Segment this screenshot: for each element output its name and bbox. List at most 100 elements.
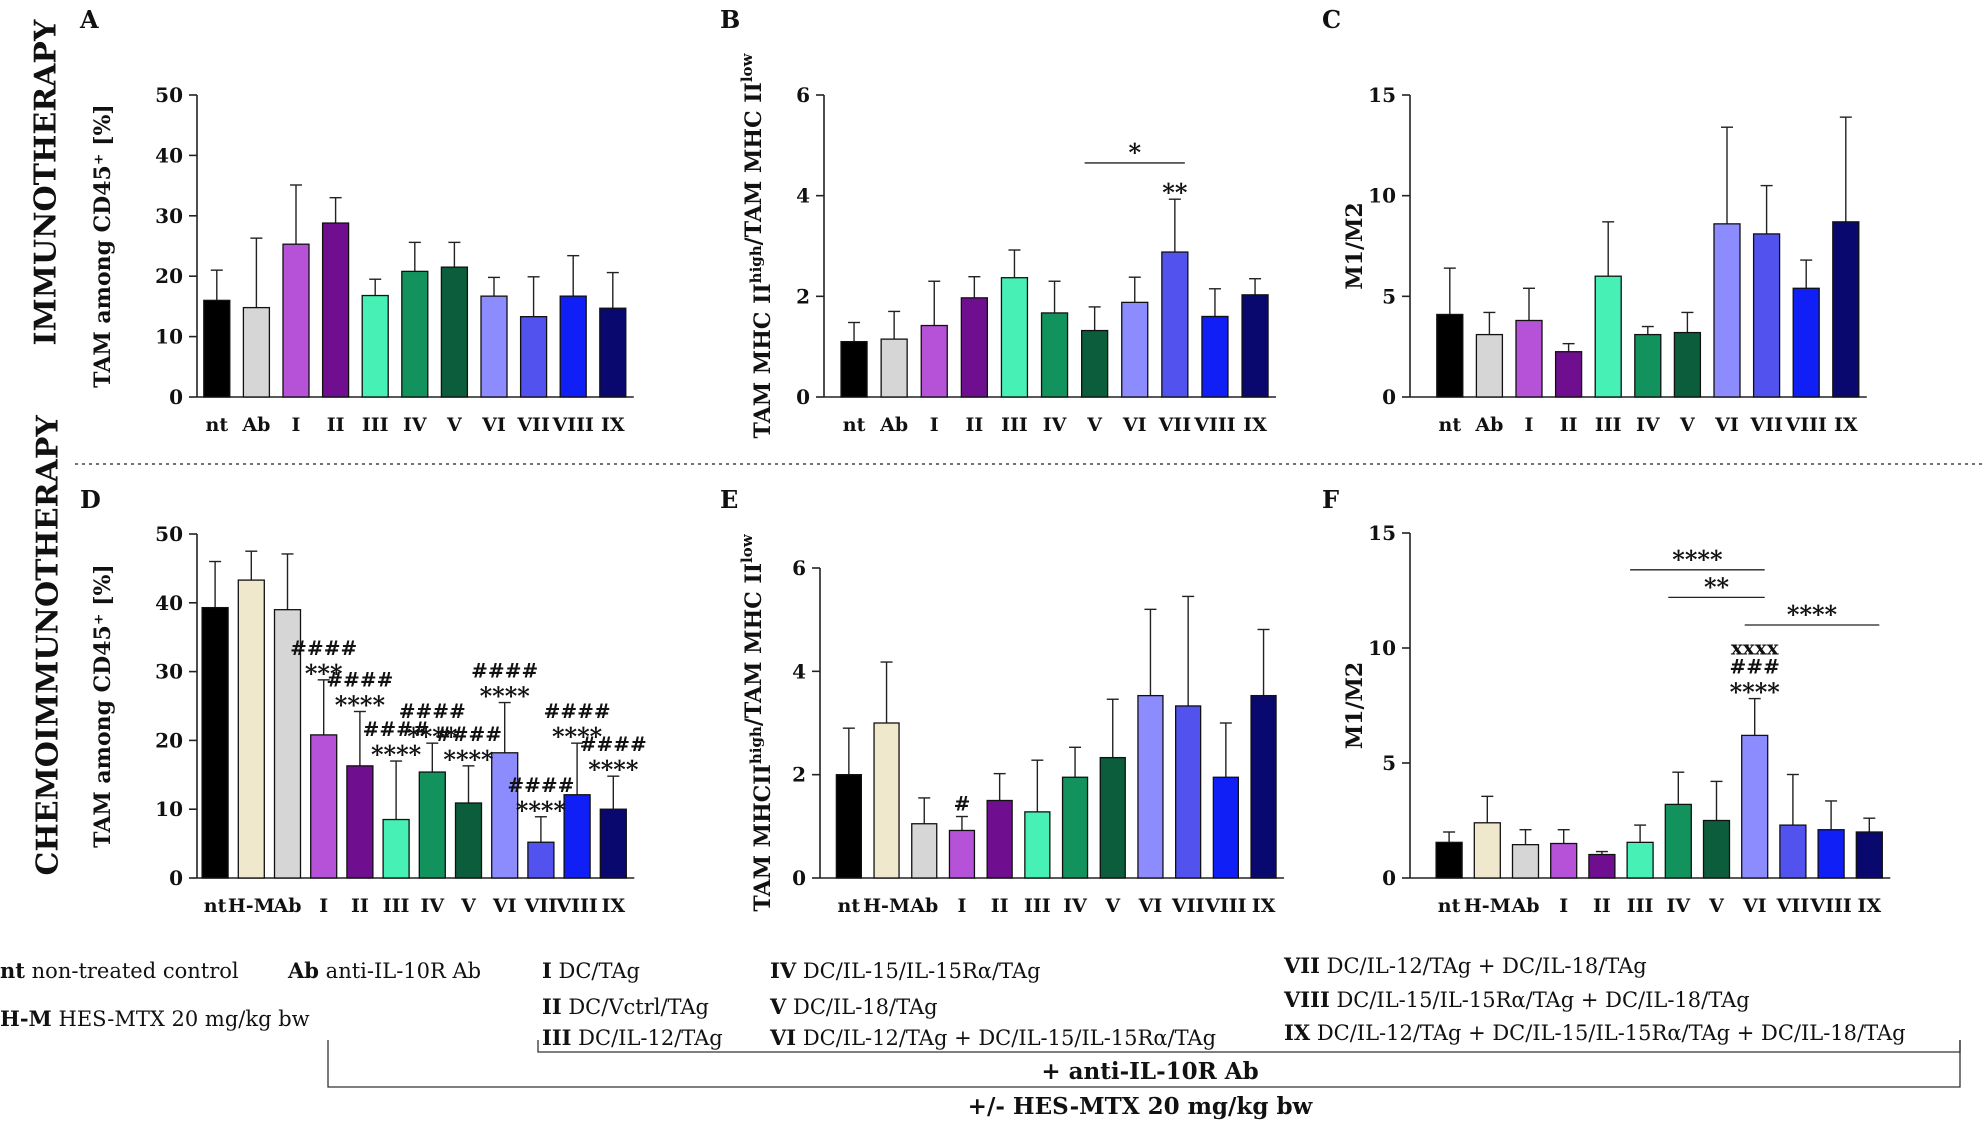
bar-vi — [491, 752, 519, 879]
bar-nt — [203, 299, 231, 398]
significance-annotation: xxxx — [1731, 636, 1780, 660]
x-tick-label-ab: Ab — [909, 895, 938, 917]
legend-group-vii: VII DC/IL-12/TAg + DC/IL-18/TAg — [1284, 955, 1647, 977]
bar-v — [1081, 329, 1109, 398]
bar-ii — [346, 765, 374, 879]
y-axis-label: TAM MHC IIhigh/TAM MHC IIlow — [738, 52, 776, 438]
x-tick-label-iii: III — [383, 895, 410, 917]
bar-iii — [1594, 275, 1622, 398]
legend-group-v: V DC/IL-18/TAg — [770, 996, 938, 1018]
significance-annotation: #### — [580, 732, 647, 756]
bar-ii — [986, 799, 1013, 879]
bar-vi — [1741, 734, 1769, 879]
significance-annotation: #### — [399, 699, 466, 723]
x-tick-label-ii: II — [1593, 895, 1611, 917]
legend-abbr: VI — [770, 1025, 797, 1050]
y-tick-label: 10 — [155, 797, 183, 821]
bar-v — [1702, 819, 1731, 879]
significance-annotation: **** — [480, 682, 531, 711]
bar-nt — [1435, 841, 1463, 879]
legend-text: DC/IL-12/TAg + DC/IL-15/IL-15Rα/TAg — [802, 1026, 1217, 1050]
x-tick-label-iii: III — [1627, 895, 1654, 917]
significance-annotation: # — [954, 792, 971, 816]
bar-v — [1673, 331, 1702, 398]
bar-ix — [1855, 831, 1883, 879]
x-tick-label-iv: IV — [1043, 414, 1068, 436]
x-tick-label-vi: VI — [1742, 895, 1767, 917]
y-tick-label: 6 — [796, 83, 810, 107]
legend-abbr: IX — [1284, 1020, 1311, 1045]
bar-viii — [1201, 315, 1229, 398]
bar-viii — [559, 295, 587, 398]
significance-annotation: *** — [305, 659, 343, 688]
legend-group-ix: IX DC/IL-12/TAg + DC/IL-15/IL-15Rα/TAg +… — [1284, 1022, 1906, 1044]
bar-ab — [911, 823, 938, 879]
legend-text: DC/IL-15/IL-15Rα/TAg + DC/IL-18/TAg — [1336, 988, 1750, 1012]
x-tick-label-nt: nt — [204, 895, 227, 917]
x-tick-label-nt: nt — [206, 414, 229, 436]
x-tick-label-h-m: H-M — [228, 895, 275, 917]
bar-h-m — [1473, 822, 1501, 879]
bar-v — [1099, 756, 1126, 879]
panel-letter-e: E — [720, 485, 738, 514]
x-tick-label-nt: nt — [838, 895, 861, 917]
bar-viii — [1817, 829, 1845, 879]
y-label-superscript: low — [738, 52, 756, 82]
significance-annotation: **** — [371, 740, 422, 769]
x-tick-label-viii: VIII — [555, 895, 598, 917]
significance-annotation: **** — [516, 796, 567, 825]
y-tick-label: 10 — [155, 325, 183, 349]
y-axis-label: M1/M2 — [1342, 662, 1368, 749]
y-tick-label: 50 — [155, 522, 183, 546]
significance-annotation: ** — [1162, 178, 1188, 207]
x-tick-label-iv: IV — [420, 895, 445, 917]
significance-bracket-label: **** — [1672, 545, 1723, 574]
y-axis-label: M1/M2 — [1342, 202, 1368, 289]
bar-ix — [1832, 221, 1860, 398]
bar-vi — [1137, 694, 1164, 879]
bar-ii — [960, 297, 988, 398]
x-tick-label-ix: IX — [601, 895, 625, 917]
y-tick-label: 50 — [155, 83, 183, 107]
x-tick-label-v: V — [1708, 895, 1725, 917]
x-tick-label-i: I — [1559, 895, 1568, 917]
y-label-superscript: low — [738, 533, 756, 563]
bar-ii — [1588, 853, 1616, 879]
legend-group-iii: III DC/IL-12/TAg — [542, 1027, 723, 1049]
y-tick-label: 30 — [155, 660, 183, 684]
y-tick-label: 2 — [792, 763, 806, 787]
x-tick-label-i: I — [292, 414, 301, 436]
bar-vii — [527, 841, 555, 879]
x-tick-label-vi: VI — [1714, 414, 1739, 436]
y-label-part: TAM MHCII — [750, 764, 776, 911]
bar-iv — [418, 771, 446, 879]
bar-vi — [1121, 301, 1149, 398]
section-label-chemoimmunotherapy: CHEMOIMMUNOTHERAPY — [30, 415, 66, 876]
bar-h-m — [237, 579, 265, 879]
x-tick-label-iv: IV — [1636, 414, 1661, 436]
legend-text: HES-MTX 20 mg/kg bw — [58, 1007, 310, 1031]
y-label-part: /TAM MHC II — [741, 563, 767, 726]
bar-iv — [1664, 803, 1692, 879]
significance-annotation: ### — [1730, 655, 1780, 679]
x-tick-label-ii: II — [351, 895, 369, 917]
significance-annotation: #### — [507, 773, 574, 797]
significance-annotation: #### — [471, 659, 538, 683]
legend-text: DC/IL-12/TAg + DC/IL-18/TAg — [1326, 954, 1647, 978]
bar-vii — [1175, 705, 1202, 879]
bar-iv — [1061, 776, 1089, 879]
bar-iii — [1000, 277, 1029, 398]
bar-nt — [1436, 313, 1464, 398]
bar-nt — [840, 340, 868, 398]
bar-iv — [401, 270, 429, 398]
bar-ix — [1250, 694, 1277, 879]
significance-bracket-label: **** — [1787, 600, 1838, 629]
significance-annotation: #### — [435, 722, 502, 746]
x-tick-label-iii: III — [1001, 414, 1028, 436]
x-tick-label-v: V — [1104, 895, 1121, 917]
